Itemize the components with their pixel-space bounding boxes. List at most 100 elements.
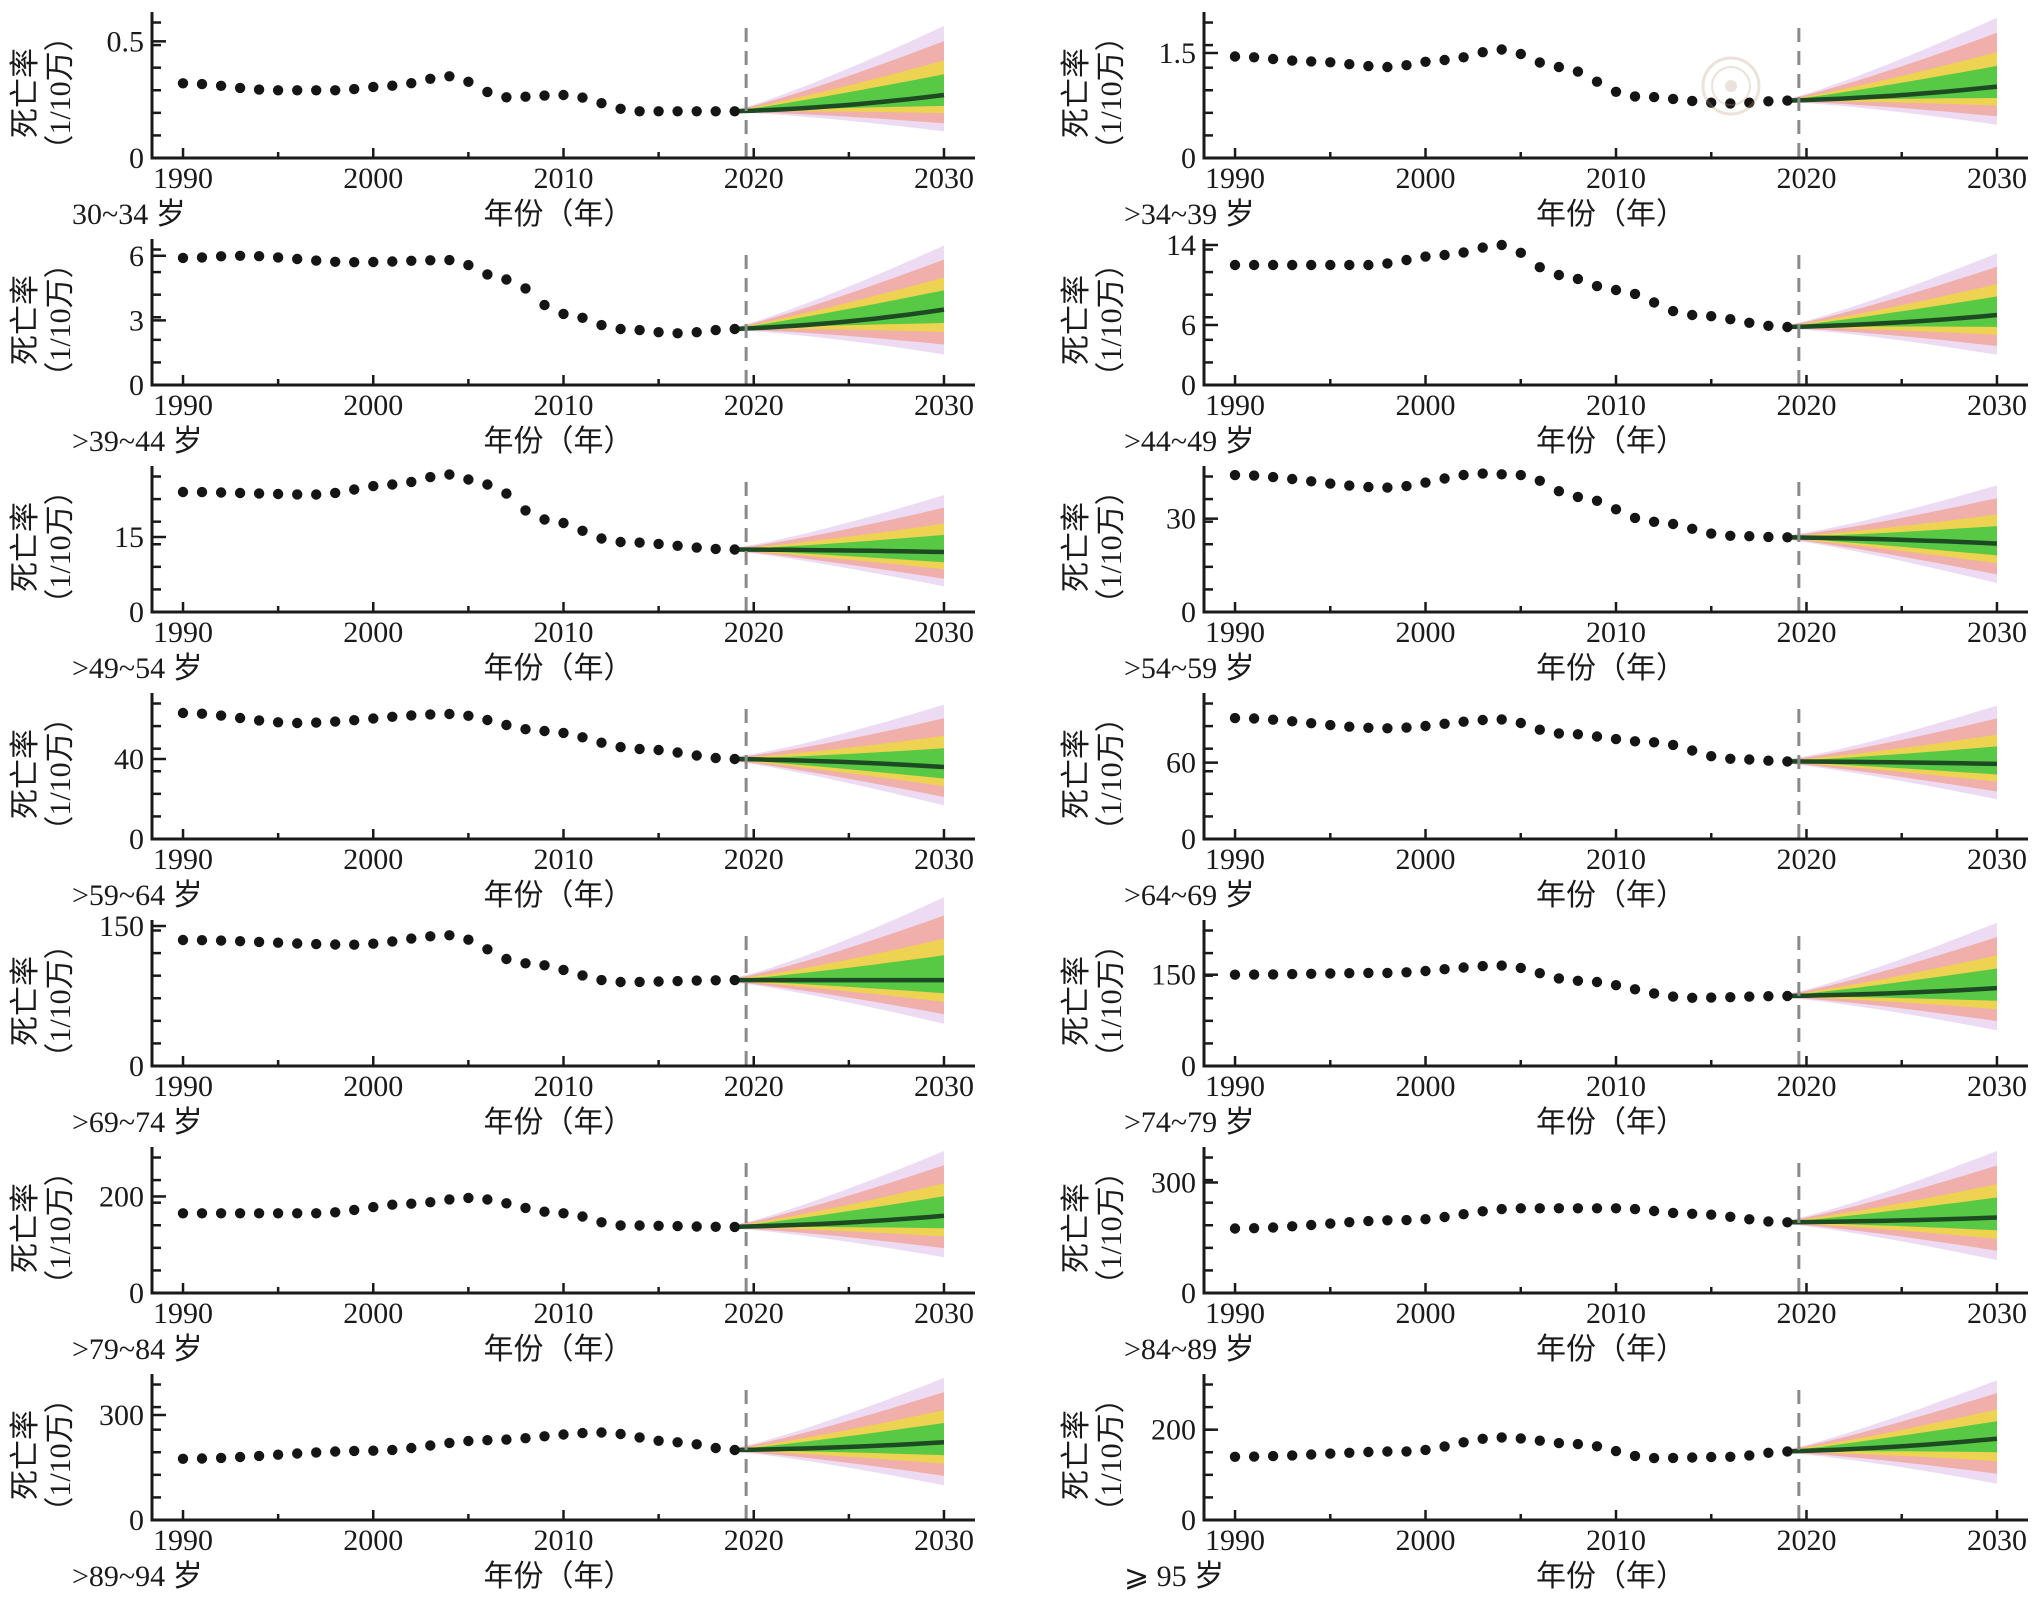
observed-point (1591, 280, 1603, 292)
observed-point (311, 938, 322, 950)
y-axis-unit: （1/10万） (44, 929, 77, 1072)
observed-point (1763, 320, 1774, 331)
observed-point (1382, 482, 1393, 493)
x-tick-label: 1990 (153, 616, 213, 649)
observed-point (444, 1437, 455, 1449)
observed-point (691, 1221, 702, 1232)
observed-point (710, 324, 721, 336)
y-axis-unit: （1/10万） (1095, 1383, 1128, 1526)
observed-point (1667, 93, 1679, 105)
y-axis-title: 死亡率 (9, 956, 42, 1046)
observed-point (1515, 1433, 1527, 1444)
x-tick-label: 1990 (153, 1297, 213, 1330)
observed-point (691, 106, 702, 117)
observed-point (1363, 60, 1374, 72)
x-axis-title: 年份（年） (484, 425, 634, 458)
x-axis-title: 年份（年） (484, 1560, 634, 1593)
observed-point (1744, 991, 1755, 1002)
observed-point (292, 253, 303, 265)
observed-point (1458, 716, 1469, 727)
y-tick-label: 0 (129, 596, 144, 629)
observed-point (1267, 714, 1279, 725)
observed-point (482, 944, 493, 955)
observed-point (215, 935, 227, 946)
observed-point (234, 712, 246, 724)
observed-point (615, 976, 626, 988)
x-tick-label: 2010 (534, 616, 594, 649)
observed-point (1248, 470, 1260, 481)
y-tick-label: 150 (99, 910, 144, 943)
y-axis-unit: （1/10万） (1095, 929, 1128, 1072)
x-tick-label: 2010 (534, 1070, 594, 1103)
observed-point (1267, 471, 1279, 483)
age-group-label: >39~44 岁 (72, 425, 203, 458)
observed-point (425, 73, 436, 85)
observed-point (1363, 1446, 1374, 1458)
observed-point (1667, 739, 1679, 751)
observed-point (1439, 964, 1450, 975)
observed-point (520, 1202, 531, 1214)
x-tick-label: 2010 (534, 162, 594, 195)
observed-point (482, 1194, 493, 1205)
observed-point (406, 933, 417, 944)
x-tick-label: 2030 (914, 1070, 974, 1103)
observed-point (1363, 722, 1374, 733)
observed-point (1687, 992, 1698, 1003)
observed-point (558, 727, 569, 739)
observed-point (1610, 86, 1622, 98)
chart-panel: 0 15 1990 2000 2010 2020 2030 年份（年） >49~54 岁 死亡率（… (9, 466, 975, 685)
observed-point (387, 936, 398, 947)
observed-point (596, 319, 607, 331)
observed-point (1439, 1211, 1450, 1223)
observed-point (1706, 992, 1717, 1003)
observed-point (177, 1453, 189, 1465)
forecast-mean-line (1787, 1436, 1998, 1454)
x-tick-label: 1990 (153, 1070, 213, 1103)
observed-point (292, 1208, 303, 1219)
observed-point (1325, 57, 1336, 68)
age-group-label: >59~64 岁 (72, 879, 203, 912)
observed-point (1363, 1215, 1374, 1227)
observed-point (1325, 1448, 1336, 1459)
observed-point (1534, 724, 1546, 735)
observed-point (444, 469, 455, 480)
observed-point (368, 480, 379, 492)
observed-point (1344, 721, 1355, 732)
observed-point (177, 707, 189, 719)
age-group-label: >84~89 岁 (1124, 1333, 1255, 1366)
observed-point (539, 725, 550, 737)
observed-point (1553, 1203, 1565, 1214)
observed-point (710, 1221, 721, 1233)
observed-point (1782, 990, 1793, 1002)
x-tick-label: 1990 (1205, 1297, 1265, 1330)
age-group-label: >54~59 岁 (1124, 652, 1255, 685)
y-axis-title: 死亡率 (1060, 729, 1093, 819)
observed-point (1667, 991, 1679, 1002)
observed-point (615, 1428, 626, 1440)
observed-point (1610, 504, 1622, 515)
observed-point (1248, 713, 1260, 724)
observed-point (1344, 1217, 1355, 1228)
observed-point (406, 255, 417, 266)
observed-point (1458, 469, 1469, 481)
observed-point (1648, 1452, 1660, 1464)
observed-point (1287, 473, 1298, 485)
observed-point (1725, 98, 1736, 109)
observed-point (1667, 518, 1679, 530)
x-tick-label: 2020 (724, 843, 784, 876)
x-axis-title: 年份（年） (1536, 879, 1686, 912)
observed-point (1591, 495, 1603, 506)
y-axis-unit: （1/10万） (44, 1156, 77, 1299)
observed-point (406, 1442, 417, 1454)
observed-point (634, 976, 645, 988)
observed-point (1744, 97, 1755, 108)
observed-point (1515, 962, 1527, 974)
observed-point (634, 743, 645, 755)
observed-point (1572, 66, 1584, 77)
observed-point (311, 489, 322, 500)
x-tick-label: 2020 (724, 1524, 784, 1557)
observed-point (1439, 718, 1450, 729)
observed-point (653, 327, 664, 338)
observed-point (1687, 95, 1698, 107)
